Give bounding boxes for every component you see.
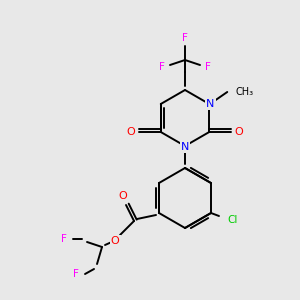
Text: O: O	[235, 127, 244, 137]
Text: F: F	[73, 269, 79, 279]
Text: F: F	[159, 62, 165, 72]
Text: N: N	[181, 142, 189, 152]
Text: Cl: Cl	[227, 215, 237, 225]
Text: N: N	[206, 99, 214, 109]
Text: F: F	[205, 62, 211, 72]
Text: O: O	[118, 191, 127, 201]
Text: O: O	[111, 236, 119, 246]
Text: O: O	[126, 127, 135, 137]
Text: CH₃: CH₃	[235, 87, 254, 97]
Text: F: F	[182, 33, 188, 43]
Text: F: F	[61, 234, 67, 244]
